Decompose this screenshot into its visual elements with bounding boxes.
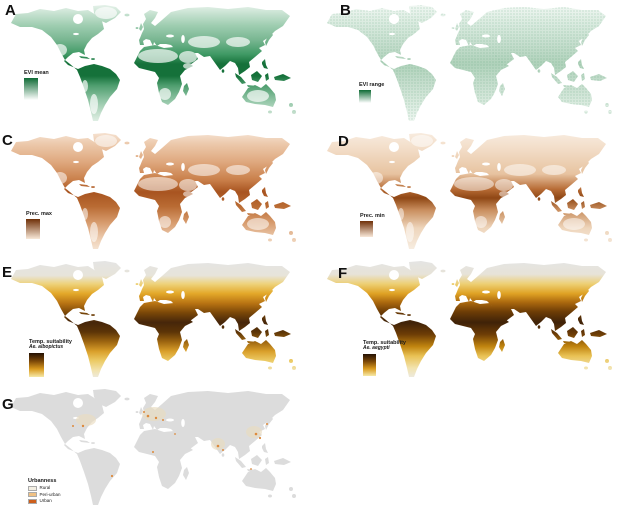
legend-prec-max: Prec. max [26,211,52,239]
legend-temp-albopictus: Temp. suitability Ae. albopictus [29,339,72,377]
legend-title: Prec. min [360,213,385,219]
world-map-evi-range [327,5,612,121]
legend-title: Prec. max [26,211,52,217]
colorbar-temp-aegypti [363,353,376,376]
peri-urban-swatch [28,492,37,498]
urban-swatch [28,498,37,504]
panel-label-b: B [340,2,351,19]
world-map-prec-max [11,133,296,249]
world-map-evi-mean [11,5,296,121]
legend-title: Temp. suitability [363,340,406,346]
panel-g-urbanness: G Urbanness Rural Peri-urban Urban [0,384,316,512]
legend-item-peri-urban: Peri-urban [28,491,61,498]
colorbar-evi-mean [24,77,38,100]
legend-evi-mean: EVI mean [24,70,49,100]
legend-item-urban: Urban [28,499,61,504]
panel-label-a: A [5,2,16,19]
colorbar-evi-range [359,89,371,103]
legend-item-rural: Rural [28,486,61,491]
panel-label-c: C [2,132,13,149]
rural-swatch [28,485,37,491]
colorbar-prec-max [26,218,40,239]
panel-label-e: E [2,264,13,281]
colorbar-temp-albopictus [29,352,44,377]
legend-title: EVI range [359,82,385,88]
legend-evi-range: EVI range [359,82,384,103]
legend-species-name: Ae. aegypti [363,345,390,352]
legend-urbanness: Urbanness Rural Peri-urban Urban [28,478,61,504]
colorbar-prec-min [360,220,373,237]
legend-title: Temp. suitability [29,339,72,345]
panel-e-temp-suitability-albopictus: E Temp. suitability Ae. albopictus [0,256,316,384]
panel-b-evi-range: B EVI range [316,0,635,128]
panel-d-prec-min: D Prec. min [316,128,635,256]
panel-label-f: F [338,265,348,282]
urban-label: Urban [39,498,52,504]
peri-urban-label: Peri-urban [39,491,61,497]
legend-title: Urbanness [28,478,57,484]
legend-species-name: Ae. albopictus [29,344,64,351]
legend-prec-min: Prec. min [360,213,385,237]
panel-label-g: G [2,396,14,413]
panel-label-d: D [338,133,349,150]
panel-a-evi-mean: A EVI mean [0,0,316,128]
legend-temp-aegypti: Temp. suitability Ae. aegypti [363,340,406,376]
legend-title: EVI mean [24,70,49,76]
rural-label: Rural [39,485,51,491]
panel-c-prec-max: C Prec. max [0,128,316,256]
panel-f-temp-suitability-aegypti: F Temp. suitability Ae. aegypti [316,256,635,384]
